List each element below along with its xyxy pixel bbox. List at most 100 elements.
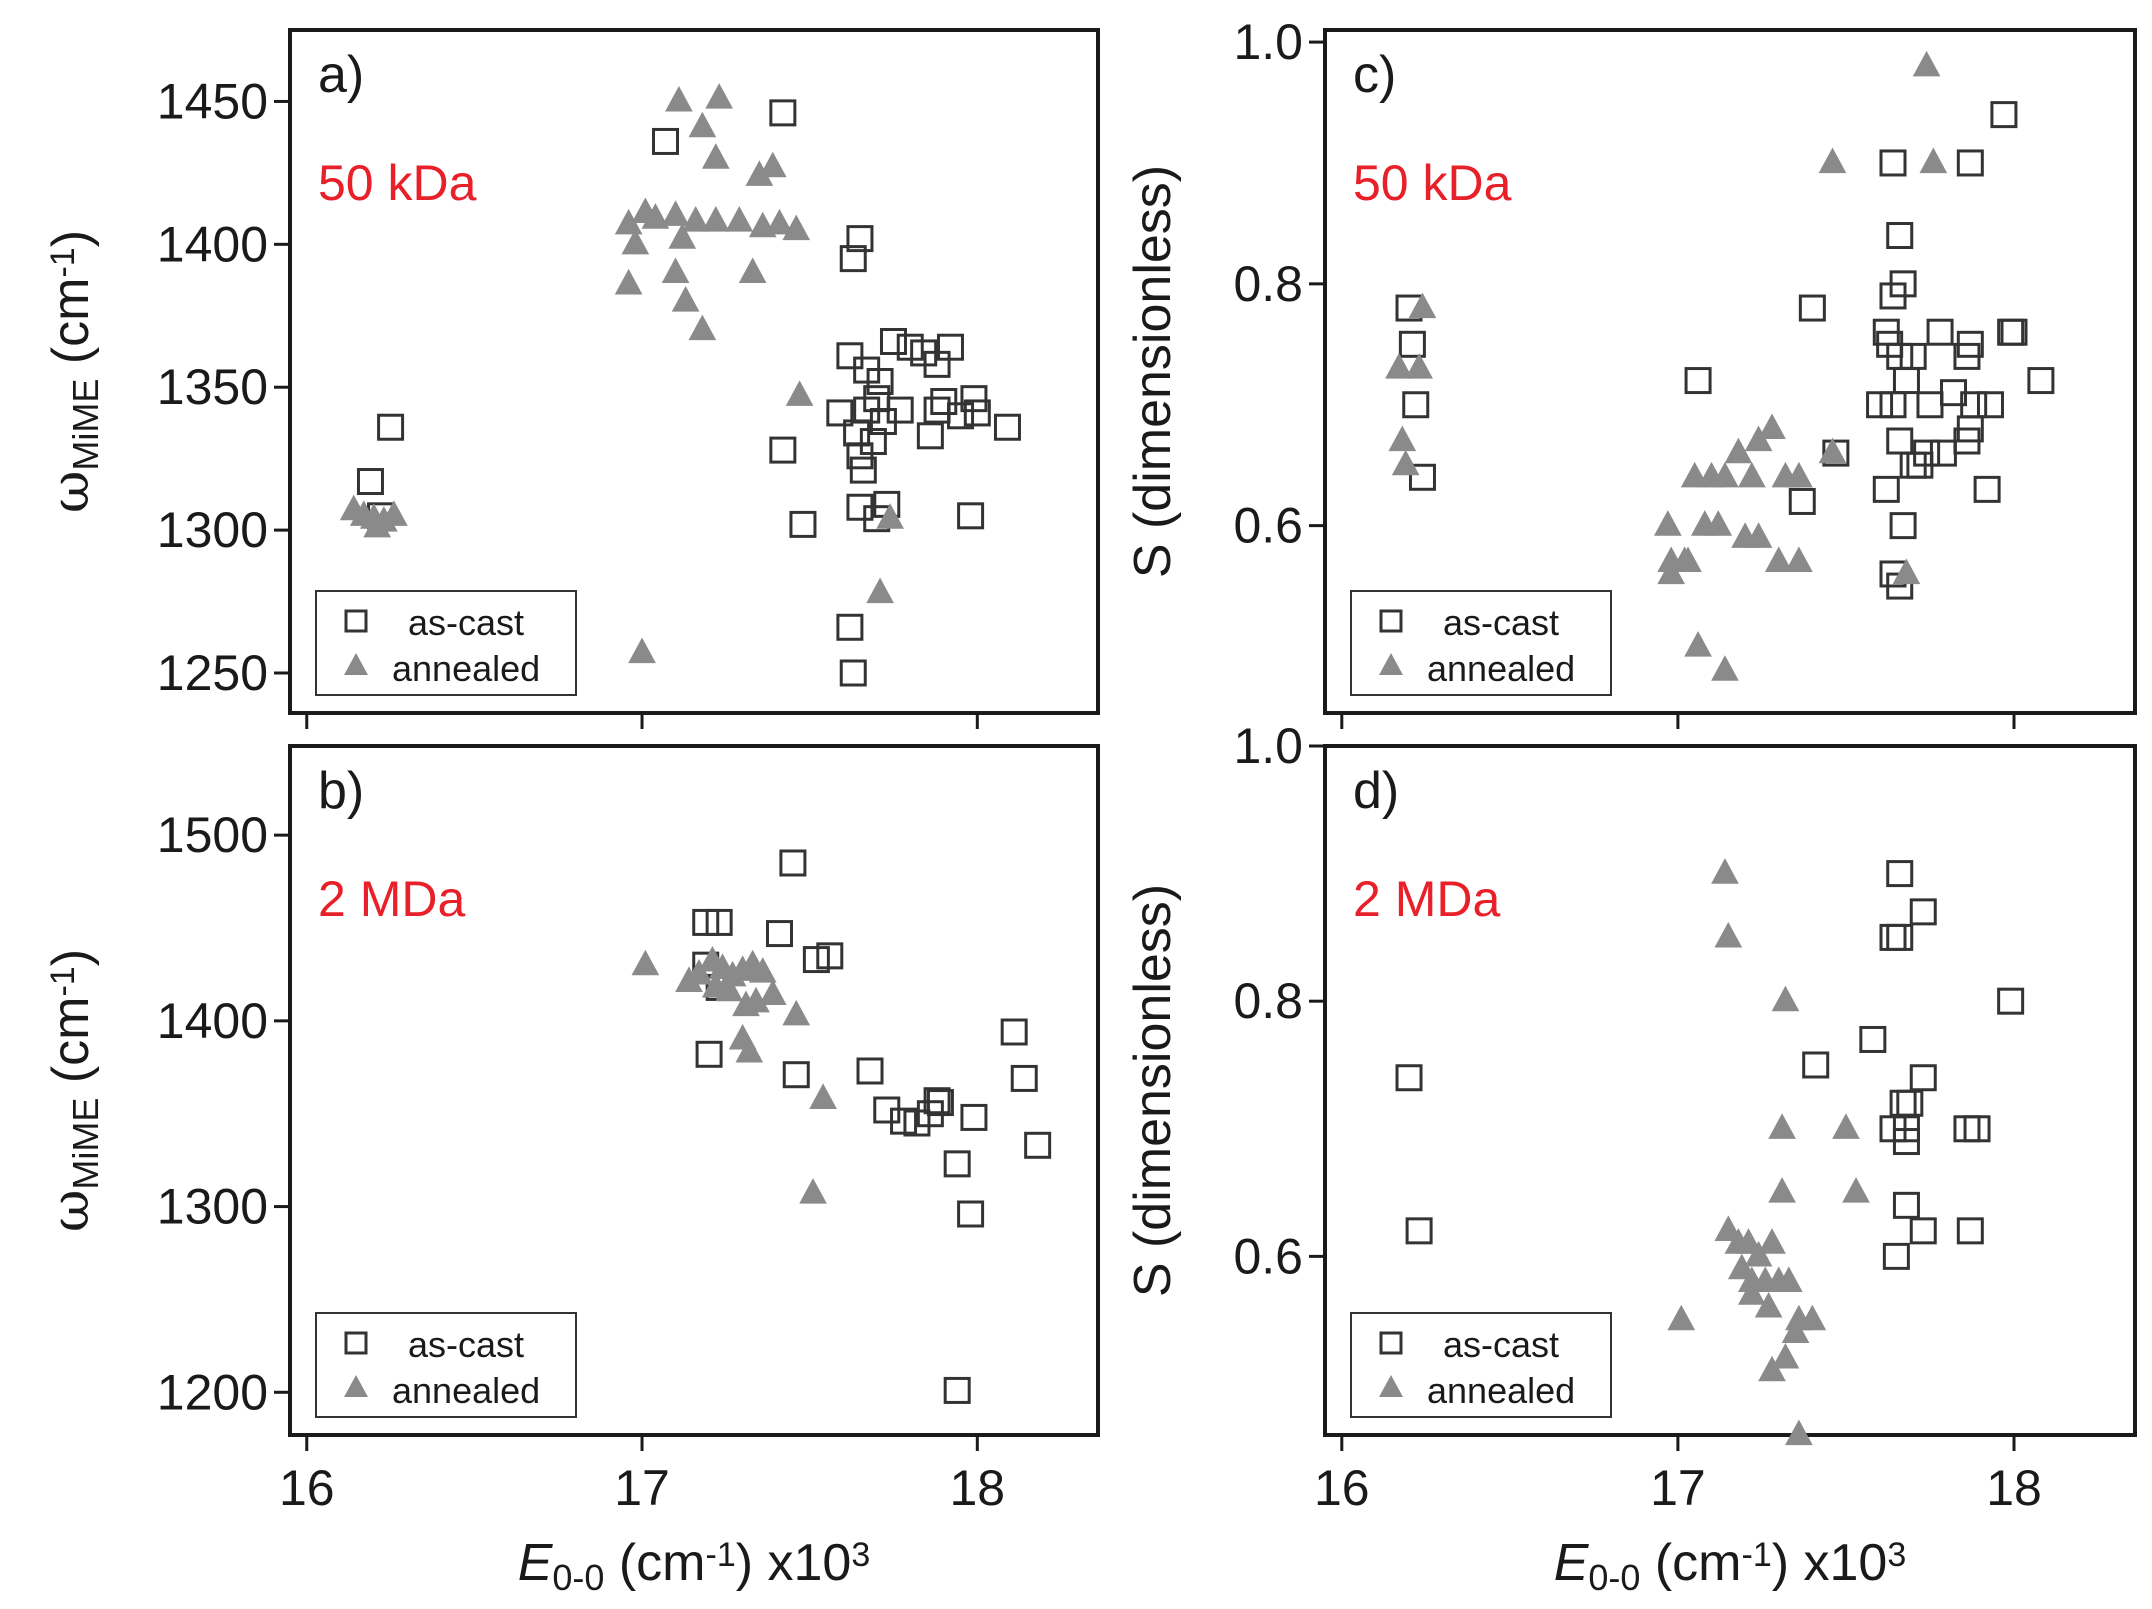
as-cast-point bbox=[839, 245, 867, 273]
annealed-point bbox=[661, 257, 690, 284]
plot-frame-b bbox=[288, 744, 1100, 1437]
as-cast-point bbox=[1909, 1064, 1937, 1092]
annealed-point bbox=[1768, 1177, 1796, 1203]
y-tick-label-d: 1.0 bbox=[1233, 718, 1303, 774]
annealed-point bbox=[688, 314, 717, 341]
annealed-point bbox=[1771, 461, 1800, 488]
annealed-point bbox=[1674, 546, 1702, 572]
annealed-point bbox=[628, 637, 656, 664]
as-cast-point bbox=[960, 1103, 988, 1131]
panel-label-d: d) bbox=[1353, 762, 1399, 820]
legend-label-as-cast: as-cast bbox=[1443, 1324, 1559, 1365]
annealed-point bbox=[1711, 461, 1739, 488]
as-cast-point bbox=[963, 399, 991, 427]
as-cast-point bbox=[1997, 318, 2025, 346]
as-cast-point bbox=[957, 1200, 985, 1228]
as-cast-point bbox=[1913, 439, 1941, 467]
annealed-point bbox=[701, 143, 730, 169]
as-cast-point bbox=[1997, 987, 2025, 1015]
legend-label-as-cast: as-cast bbox=[1443, 602, 1559, 643]
as-cast-point bbox=[849, 456, 877, 484]
annealed-point bbox=[782, 999, 811, 1026]
y-tick-label-c: 0.8 bbox=[1233, 256, 1303, 312]
as-cast-point bbox=[695, 1040, 723, 1068]
data-points-b bbox=[631, 849, 1052, 1404]
legend-square-icon bbox=[1379, 609, 1403, 633]
as-cast-point bbox=[936, 333, 964, 361]
as-cast-point bbox=[886, 396, 914, 424]
annealed-point bbox=[735, 1036, 764, 1063]
as-cast-point bbox=[1886, 923, 1914, 951]
as-cast-point bbox=[960, 385, 988, 413]
as-cast-point bbox=[1909, 898, 1937, 926]
data-points-c bbox=[1385, 50, 2055, 681]
annealed-point bbox=[758, 979, 787, 1005]
annealed-point bbox=[765, 208, 794, 235]
annealed-point bbox=[1711, 858, 1739, 884]
as-cast-point bbox=[1990, 101, 2018, 129]
annealed-point bbox=[1758, 413, 1786, 440]
y-axis-label-d: S (dimensionless) bbox=[1124, 884, 1182, 1297]
annealed-point bbox=[1842, 1177, 1870, 1203]
legend-b: as-cast annealed bbox=[315, 1312, 577, 1418]
as-cast-point bbox=[1822, 439, 1850, 467]
as-cast-point bbox=[856, 1057, 884, 1085]
as-cast-point bbox=[705, 908, 733, 936]
annealed-point bbox=[782, 214, 811, 241]
x-tick-label-b: 16 bbox=[279, 1460, 335, 1516]
annealed-point bbox=[738, 257, 767, 284]
as-cast-point bbox=[1953, 1115, 1981, 1143]
y-tick-label-a: 1400 bbox=[157, 216, 268, 272]
as-cast-point bbox=[1859, 1025, 1887, 1053]
as-cast-point bbox=[826, 399, 854, 427]
as-cast-point bbox=[1882, 1242, 1910, 1270]
annealed-point bbox=[1711, 655, 1739, 681]
panel-b: 1200 1300 1400 1500 16 17 18 ωMiME (cm-1) b) 2 MD… bbox=[41, 744, 1100, 1516]
y-tick-label-c: 0.6 bbox=[1233, 498, 1303, 554]
annealed-point bbox=[1892, 558, 1921, 585]
annealed-point bbox=[758, 151, 787, 178]
annealed-point bbox=[705, 83, 733, 109]
as-cast-point bbox=[836, 613, 864, 641]
annealed-point bbox=[1912, 50, 1941, 77]
annealed-point bbox=[1653, 510, 1682, 536]
annealed-point bbox=[614, 268, 643, 295]
x-tick-label-b: 17 bbox=[614, 1460, 670, 1516]
molecular-weight-label-b: 2 MDa bbox=[318, 871, 465, 927]
as-cast-point bbox=[879, 327, 907, 355]
annealed-point bbox=[685, 958, 713, 985]
y-tick-label-b: 1200 bbox=[157, 1364, 268, 1420]
as-cast-point bbox=[652, 127, 680, 155]
as-cast-point bbox=[1788, 487, 1816, 515]
y-axis-label-a: ωMiME (cm-1) bbox=[41, 230, 106, 513]
panel-a: 1250 1300 1350 1400 1450 ωMiME (cm-1) a) 50 kDa… bbox=[41, 28, 1100, 729]
x-axis-labels: E0-0 (cm-1) x103 E0-0 (cm-1) x103 bbox=[518, 1534, 1907, 1598]
y-tick-label-a: 1450 bbox=[157, 73, 268, 129]
annealed-point bbox=[1734, 1228, 1763, 1254]
annealed-point bbox=[1738, 461, 1766, 488]
as-cast-point bbox=[1963, 1115, 1991, 1143]
plot-frame-a bbox=[288, 28, 1100, 715]
as-cast-point bbox=[1889, 1089, 1917, 1117]
as-cast-point bbox=[1892, 367, 1920, 395]
as-cast-point bbox=[1973, 475, 2001, 503]
annealed-point bbox=[1768, 1113, 1796, 1139]
y-tick-label-d: 0.6 bbox=[1233, 1228, 1303, 1284]
annealed-point bbox=[380, 500, 408, 526]
x-axis-label-right: E0-0 (cm-1) x103 bbox=[1554, 1534, 1907, 1598]
y-tick-label-c: 1.0 bbox=[1233, 14, 1303, 70]
annealed-point bbox=[1714, 921, 1743, 948]
as-cast-point bbox=[782, 1061, 810, 1089]
as-cast-point bbox=[1956, 1217, 1984, 1245]
annealed-point bbox=[641, 203, 670, 229]
annealed-point bbox=[1744, 1240, 1773, 1267]
annealed-point bbox=[1391, 449, 1420, 476]
annealed-point bbox=[1758, 1355, 1786, 1382]
as-cast-point bbox=[789, 510, 817, 538]
as-cast-point bbox=[1976, 391, 2004, 419]
annealed-point bbox=[661, 200, 690, 226]
as-cast-point bbox=[356, 468, 384, 496]
legend-d: as-cast annealed bbox=[1350, 1312, 1612, 1418]
as-cast-point bbox=[1402, 391, 1430, 419]
annealed-point bbox=[1832, 1113, 1860, 1139]
